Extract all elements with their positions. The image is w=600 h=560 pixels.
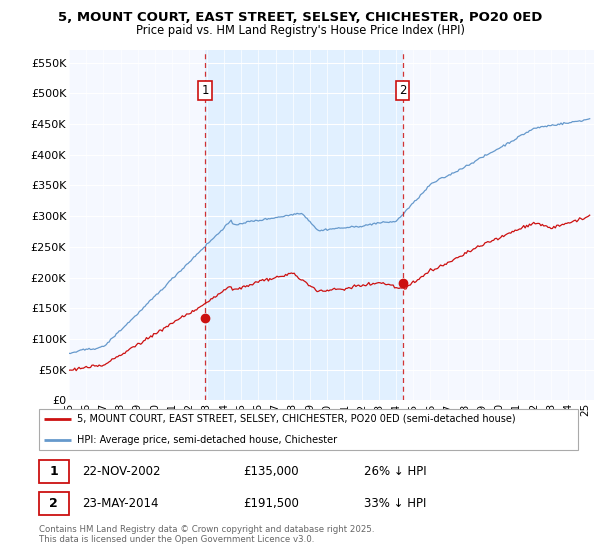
Text: £191,500: £191,500: [244, 497, 299, 510]
FancyBboxPatch shape: [39, 460, 69, 483]
Text: 23-MAY-2014: 23-MAY-2014: [82, 497, 159, 510]
Text: Price paid vs. HM Land Registry's House Price Index (HPI): Price paid vs. HM Land Registry's House …: [136, 24, 464, 37]
Text: 2: 2: [49, 497, 58, 510]
Bar: [205, 50, 403, 400]
Text: 1: 1: [201, 84, 209, 97]
Text: Contains HM Land Registry data © Crown copyright and database right 2025.
This d: Contains HM Land Registry data © Crown c…: [39, 525, 374, 544]
Text: 22-NOV-2002: 22-NOV-2002: [82, 465, 161, 478]
Text: HPI: Average price, semi-detached house, Chichester: HPI: Average price, semi-detached house,…: [77, 435, 337, 445]
Text: 2: 2: [399, 84, 406, 97]
FancyBboxPatch shape: [39, 409, 578, 450]
Text: 1: 1: [49, 465, 58, 478]
Text: 33% ↓ HPI: 33% ↓ HPI: [364, 497, 426, 510]
Text: 5, MOUNT COURT, EAST STREET, SELSEY, CHICHESTER, PO20 0ED: 5, MOUNT COURT, EAST STREET, SELSEY, CHI…: [58, 11, 542, 24]
Text: 5, MOUNT COURT, EAST STREET, SELSEY, CHICHESTER, PO20 0ED (semi-detached house): 5, MOUNT COURT, EAST STREET, SELSEY, CHI…: [77, 414, 515, 424]
Text: £135,000: £135,000: [244, 465, 299, 478]
Text: 26% ↓ HPI: 26% ↓ HPI: [364, 465, 426, 478]
FancyBboxPatch shape: [39, 492, 69, 515]
